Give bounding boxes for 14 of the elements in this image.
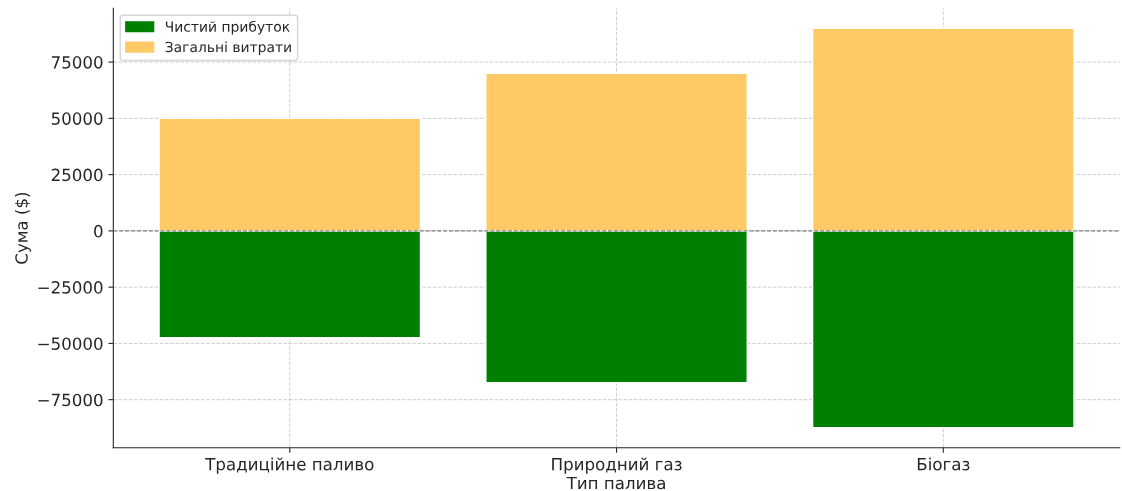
legend-label: Загальні витрати <box>165 41 291 55</box>
y-tick-label: 25000 <box>51 168 103 182</box>
y-axis-title: Сума ($) <box>14 192 32 264</box>
y-tick-label: −50000 <box>38 337 103 350</box>
y-tick-label: 50000 <box>51 112 103 125</box>
y-tick-label: −75000 <box>38 393 103 407</box>
y-tick-label: 75000 <box>51 56 103 69</box>
x-tick-label: Традиційне паливо <box>205 457 374 474</box>
y-tick-label: −25000 <box>38 281 103 294</box>
x-axis-title: Тип палива <box>566 476 665 490</box>
y-tick-label: 0 <box>94 224 103 238</box>
legend-label: Чистий прибуток <box>165 20 290 35</box>
x-tick-label: Біогаз <box>917 457 970 471</box>
x-tick-label: Природний газ <box>552 457 682 474</box>
